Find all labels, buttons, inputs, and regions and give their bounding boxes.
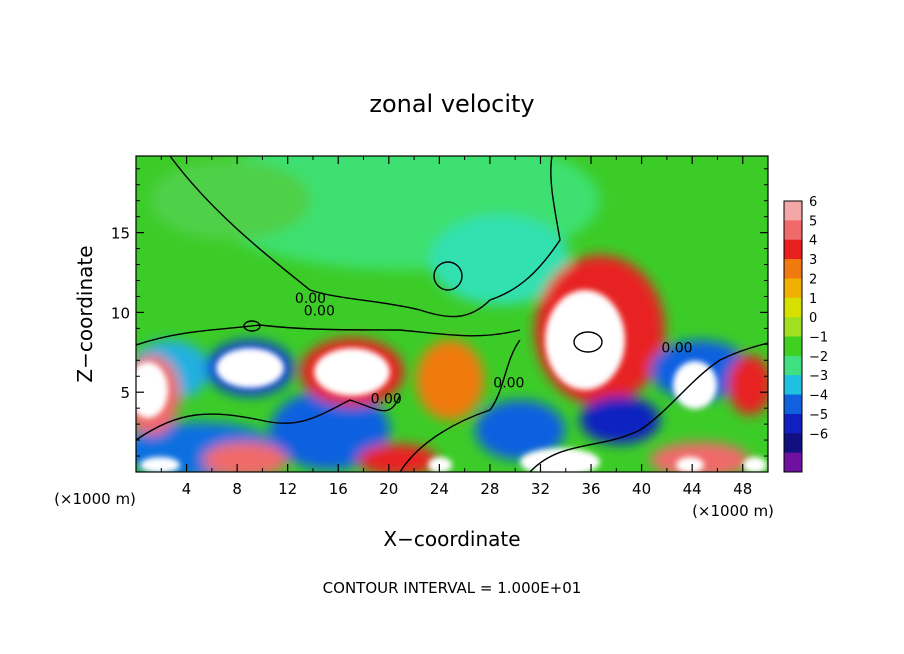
colorbar-label: −3 xyxy=(809,369,828,384)
colorbar-label: 3 xyxy=(809,253,817,268)
colorbar-label: 0 xyxy=(809,311,817,326)
colorbar-swatch xyxy=(784,355,802,376)
colorbar-swatch xyxy=(784,239,802,260)
colorbar: 6 5 4 3 2 1 0 −1 −2 −3 −4 −5 −6 xyxy=(783,195,828,473)
x-tick-label: 36 xyxy=(581,480,600,498)
colorbar-label: 6 xyxy=(809,195,817,210)
contour-interval-footer: CONTOUR INTERVAL = 1.000E+01 xyxy=(323,579,582,597)
x-tick-label: 28 xyxy=(480,480,499,498)
y-tick-label: 15 xyxy=(111,225,130,243)
colorbar-swatch xyxy=(784,375,802,396)
plot-frame xyxy=(135,155,769,473)
colorbar-label: −1 xyxy=(809,331,828,346)
y-axis-label: Z−coordinate xyxy=(73,245,97,382)
contour-label: 0.00 xyxy=(295,291,326,307)
x-tick-label: 12 xyxy=(278,480,297,498)
colorbar-label: −4 xyxy=(809,389,828,404)
colorbar-label: 2 xyxy=(809,272,817,287)
x-tick-label: 8 xyxy=(232,480,242,498)
colorbar-swatch xyxy=(784,394,802,415)
x-unit-right: (×1000 m) xyxy=(692,502,774,520)
contour-labels: 0.000.000.000.000.00 xyxy=(295,291,693,408)
x-tick-label: 48 xyxy=(733,480,752,498)
colorbar-swatch xyxy=(784,452,802,473)
colorbar-swatch xyxy=(784,278,802,299)
colorbar-swatch xyxy=(784,259,802,279)
colorbar-swatch xyxy=(784,201,802,221)
x-tick-label: 40 xyxy=(632,480,651,498)
contour-label: 0.00 xyxy=(371,391,402,407)
colorbar-swatch xyxy=(784,413,802,434)
chart-title: zonal velocity xyxy=(369,90,534,118)
contour-label: 0.00 xyxy=(661,340,692,356)
x-unit-left: (×1000 m) xyxy=(54,490,136,508)
contour-label: 0.00 xyxy=(304,304,335,320)
colorbar-label: −5 xyxy=(809,408,828,423)
x-tick-label: 44 xyxy=(683,480,702,498)
y-tick-label: 5 xyxy=(120,384,130,402)
x-tick-label: 24 xyxy=(430,480,449,498)
colorbar-label: 1 xyxy=(809,292,817,307)
y-tick-label: 10 xyxy=(111,304,130,322)
colorbar-label: 5 xyxy=(809,214,817,229)
x-tick-label: 20 xyxy=(379,480,398,498)
colorbar-swatch xyxy=(784,297,802,318)
colorbar-swatch xyxy=(784,433,802,454)
x-tick-label: 16 xyxy=(329,480,348,498)
colorbar-swatch xyxy=(784,220,802,241)
x-axis: 4 8 12 16 20 24 28 32 36 40 44 48 xyxy=(160,156,752,498)
x-tick-label: 4 xyxy=(182,480,192,498)
x-axis-label: X−coordinate xyxy=(383,527,520,551)
x-tick-label: 32 xyxy=(531,480,550,498)
colorbar-label: −2 xyxy=(809,350,828,365)
contour-label: 0.00 xyxy=(493,375,524,391)
colorbar-label: 4 xyxy=(809,234,817,249)
heatmap-field: 0.000.000.000.000.00 xyxy=(136,156,768,472)
colorbar-swatch xyxy=(784,317,802,337)
colorbar-label: −6 xyxy=(809,427,828,442)
y-axis: 5 10 15 xyxy=(111,168,768,457)
colorbar-frame xyxy=(783,200,803,473)
colorbar-swatch xyxy=(784,336,802,357)
